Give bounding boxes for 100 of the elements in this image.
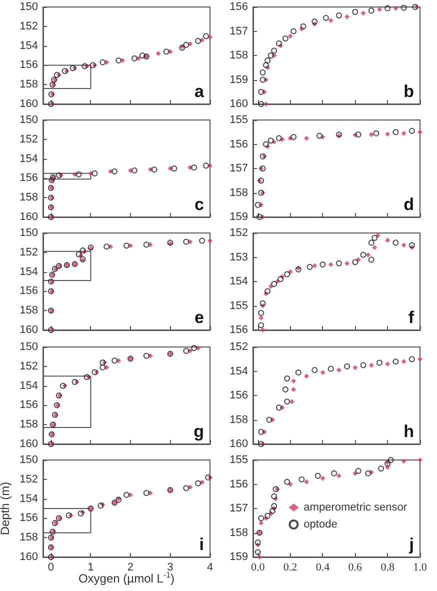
point <box>320 262 326 268</box>
point <box>288 34 293 39</box>
point <box>254 539 261 546</box>
y-tick-label: 158 <box>20 192 38 204</box>
y-tick-label: 160 <box>230 98 248 110</box>
y-tick-label: 156 <box>230 138 248 150</box>
y-tick-label: 159 <box>230 551 248 563</box>
y-tick-label: 160 <box>20 324 38 336</box>
point <box>82 63 88 70</box>
point <box>289 399 294 404</box>
point <box>254 202 261 208</box>
point <box>298 476 305 482</box>
y-tick-label: 155 <box>230 454 248 466</box>
point <box>183 238 190 245</box>
point <box>271 48 278 54</box>
point <box>260 69 266 76</box>
point <box>284 478 290 485</box>
point <box>98 502 104 509</box>
point <box>183 485 190 492</box>
x-tick-label: 0.2 <box>283 562 298 574</box>
point <box>268 138 274 144</box>
point <box>304 479 310 484</box>
point <box>368 8 374 14</box>
annotation: f <box>408 308 414 327</box>
annotation: i <box>199 535 204 554</box>
y-tick-label: 155 <box>230 300 248 312</box>
point <box>388 457 394 463</box>
point <box>84 374 90 380</box>
point <box>331 470 338 476</box>
point <box>112 358 118 364</box>
point <box>271 493 278 500</box>
point <box>90 62 96 68</box>
annotation: a <box>194 82 205 101</box>
point <box>401 242 406 248</box>
point <box>418 458 422 462</box>
point <box>276 404 282 411</box>
x-tick-label: 1 <box>88 562 94 574</box>
point <box>203 162 210 169</box>
point <box>322 14 329 21</box>
point <box>151 166 158 172</box>
point <box>256 214 262 220</box>
y-tick-label: 154 <box>20 492 38 505</box>
point <box>205 474 212 480</box>
point <box>418 356 422 362</box>
point <box>284 376 290 382</box>
point <box>282 386 288 392</box>
point <box>258 315 264 320</box>
point <box>352 259 358 266</box>
point <box>373 130 380 136</box>
point <box>258 515 264 522</box>
point <box>139 52 146 58</box>
y-tick-label: 156 <box>20 285 38 298</box>
point <box>344 363 350 370</box>
annotation: e <box>194 308 204 327</box>
y-tick-label: 160 <box>230 438 248 450</box>
y-tick-label: 152 <box>20 473 38 486</box>
point <box>284 271 290 278</box>
y-tick-label: 150 <box>20 114 38 126</box>
point <box>258 520 264 526</box>
point <box>258 322 264 328</box>
point <box>264 512 271 519</box>
y-tick-label: 154 <box>20 266 38 278</box>
point <box>372 234 378 241</box>
point <box>131 167 138 174</box>
point <box>258 88 264 95</box>
x-tick-label: 0.4 <box>316 562 330 574</box>
point <box>254 549 261 556</box>
annotation: j <box>408 535 414 554</box>
point <box>100 59 106 66</box>
y-tick-label: 152 <box>20 20 38 32</box>
point <box>300 23 306 30</box>
point <box>264 288 271 294</box>
y-tick-label: 158 <box>20 418 38 431</box>
point <box>266 416 272 423</box>
y-tick-label: 154 <box>230 365 248 378</box>
point <box>195 38 202 44</box>
point <box>72 378 78 385</box>
y-tick-label: 152 <box>230 227 248 239</box>
y-tick-label: 160 <box>20 438 38 450</box>
y-tick-label: 150 <box>20 454 38 466</box>
point <box>392 358 399 365</box>
point <box>291 378 296 384</box>
point <box>66 512 72 518</box>
point <box>258 428 264 435</box>
point <box>336 260 342 266</box>
point <box>314 472 321 479</box>
point <box>278 276 284 282</box>
point <box>352 365 358 370</box>
point <box>355 132 362 138</box>
point <box>183 42 190 48</box>
y-tick-label: 150 <box>20 227 38 239</box>
y-tick-label: 160 <box>20 551 38 563</box>
y-tick-label: 154 <box>20 152 38 165</box>
point <box>336 12 342 18</box>
point <box>143 242 150 248</box>
annotation: b <box>404 82 414 101</box>
point <box>328 366 334 372</box>
y-tick-label: 153 <box>230 251 248 264</box>
point <box>365 470 372 476</box>
y-tick-label: 154 <box>20 380 38 392</box>
